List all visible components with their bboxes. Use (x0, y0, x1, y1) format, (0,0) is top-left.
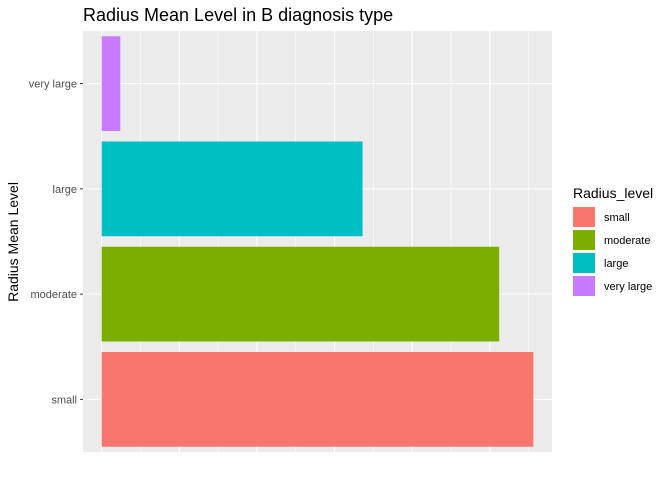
y-tick-label: small (51, 394, 77, 406)
y-tick-label: very large (29, 79, 77, 91)
legend-key (573, 253, 595, 273)
bar-very-large (101, 36, 121, 131)
bar-moderate (101, 246, 500, 342)
legend-key (573, 276, 595, 296)
legend-entry-label: very large (604, 281, 652, 293)
legend-title: Radius_level (573, 185, 653, 201)
y-tick-label: moderate (31, 289, 77, 301)
y-axis-ticks: small moderate large very large (29, 79, 83, 406)
y-axis-label: Radius Mean Level (5, 182, 21, 302)
legend-key (573, 207, 595, 227)
bar-large (101, 141, 363, 237)
legend-key (573, 230, 595, 250)
legend: Radius_level small moderate large very larg… (573, 185, 653, 296)
bars (101, 36, 534, 447)
bar-small (101, 352, 534, 447)
legend-entry-label: large (604, 258, 628, 270)
legend-entry-label: moderate (604, 235, 650, 247)
y-tick-label: large (53, 184, 77, 196)
legend-entry-label: small (604, 212, 630, 224)
chart-title: Radius Mean Level in B diagnosis type (83, 5, 393, 25)
